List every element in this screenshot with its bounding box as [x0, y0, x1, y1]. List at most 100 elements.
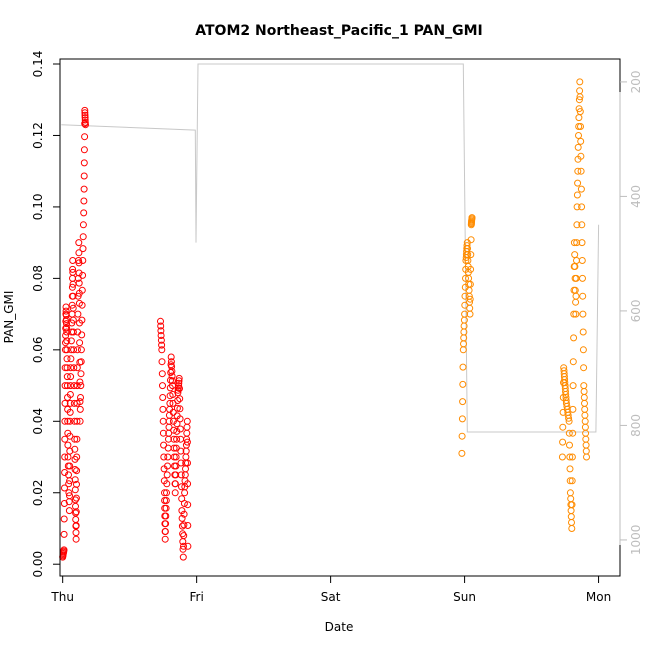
data-point: [580, 382, 588, 390]
data-point: [167, 353, 175, 361]
data-point: [76, 339, 84, 347]
data-point: [171, 480, 179, 488]
data-point: [159, 429, 167, 437]
data-point: [163, 489, 170, 497]
data-point: [77, 382, 85, 390]
y-tick-label: 0.14: [31, 51, 45, 78]
data-point: [77, 358, 85, 366]
data-point: [168, 363, 176, 370]
y2-tick-label: 400: [629, 185, 643, 208]
data-point: [178, 522, 186, 530]
x-tick-label: Mon: [586, 590, 611, 604]
data-point: [183, 417, 191, 425]
data-point: [80, 159, 88, 167]
data-point: [73, 480, 80, 488]
data-point: [162, 520, 170, 528]
data-point: [72, 494, 80, 502]
data-point: [576, 78, 584, 86]
data-point: [566, 453, 574, 461]
data-point: [66, 417, 74, 425]
data-point: [157, 327, 165, 335]
data-point: [69, 257, 77, 264]
data-point: [180, 510, 188, 518]
data-point: [75, 259, 83, 267]
data-point: [173, 427, 181, 435]
data-point: [180, 521, 188, 529]
data-point: [76, 378, 84, 386]
data-point: [75, 279, 83, 287]
data-point: [576, 93, 584, 101]
data-point: [170, 435, 178, 443]
gray-series-line: [61, 63, 600, 433]
data-point: [71, 435, 79, 443]
data-point: [166, 399, 174, 407]
data-point: [61, 417, 69, 425]
data-point: [157, 332, 165, 339]
data-point: [177, 471, 185, 479]
data-point: [559, 423, 567, 431]
data-point: [161, 535, 169, 543]
data-point: [580, 364, 588, 372]
data-point: [60, 515, 68, 523]
data-point: [176, 395, 184, 403]
data-point: [163, 471, 171, 479]
data-point: [72, 502, 79, 510]
data-point: [461, 310, 469, 318]
data-point: [80, 197, 88, 205]
data-point: [582, 441, 590, 449]
data-point: [173, 435, 181, 443]
data-point: [578, 239, 586, 247]
data-point: [175, 374, 183, 382]
data-point: [179, 553, 187, 561]
data-point: [184, 542, 192, 550]
data-point: [459, 398, 467, 406]
data-point: [559, 438, 567, 446]
data-point: [73, 346, 81, 354]
data-point: [63, 328, 71, 336]
data-point: [575, 132, 582, 139]
data-point: [61, 484, 68, 492]
data-point: [61, 435, 69, 443]
data-point: [164, 453, 172, 461]
data-point: [582, 429, 590, 437]
data-point: [180, 500, 188, 507]
data-point: [68, 301, 76, 309]
data-point: [163, 480, 171, 488]
data-point: [582, 447, 590, 455]
data-point: [158, 341, 166, 349]
points-layer: [59, 78, 590, 561]
data-point: [70, 382, 78, 390]
data-point: [158, 346, 166, 354]
data-point: [65, 480, 73, 488]
data-point: [63, 320, 70, 328]
data-point: [166, 384, 174, 392]
data-point: [161, 528, 169, 535]
data-point: [164, 462, 171, 470]
data-point: [72, 522, 80, 529]
data-point: [80, 209, 88, 217]
data-point: [576, 108, 584, 116]
data-point: [580, 388, 588, 395]
x-axis: Thu Fri Sat Sun Mon: [50, 575, 611, 604]
data-point: [79, 245, 87, 253]
data-point: [61, 399, 69, 407]
data-point: [466, 295, 474, 303]
data-point: [63, 364, 71, 372]
data-point: [73, 453, 81, 461]
y-tick-label: 0.12: [31, 122, 45, 149]
data-point: [170, 444, 178, 452]
data-point: [78, 286, 86, 294]
data-point: [558, 453, 566, 461]
data-point: [579, 328, 587, 336]
data-point: [171, 489, 179, 497]
data-point: [577, 123, 584, 130]
data-point: [461, 292, 469, 300]
x-tick-label: Thu: [50, 590, 74, 604]
y2-tick-label: 800: [629, 414, 643, 437]
data-point: [158, 358, 166, 366]
data-point: [581, 399, 588, 407]
data-point: [573, 221, 581, 229]
data-point: [168, 367, 176, 375]
data-point: [463, 242, 471, 250]
y2-tick-label: 200: [629, 70, 643, 93]
